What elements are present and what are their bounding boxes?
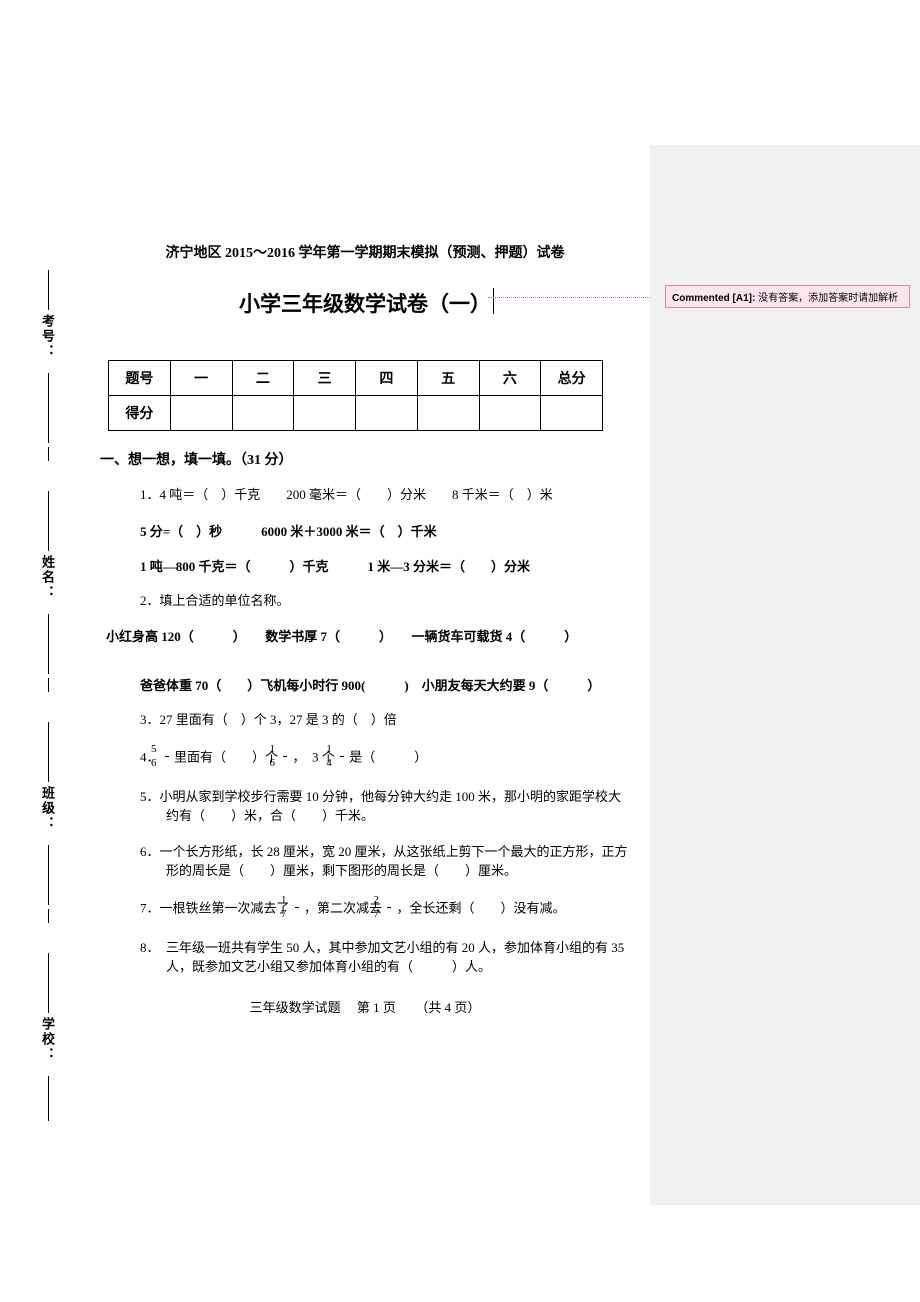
vgroup: 学校： — [38, 953, 58, 1121]
binding-sidebar: 考号： 姓名： 班级： 学校： — [38, 270, 58, 1125]
fraction: 1 6 — [283, 744, 287, 769]
question-list: 1．4 吨＝（ ）千克 200 毫米＝（ ）分米 8 千米＝（ ）米 5 分=（… — [100, 485, 630, 977]
vline — [48, 447, 49, 461]
vline — [48, 953, 49, 1013]
q3: 3．27 里面有（ ）个 3，27 是 3 的（ ）倍 — [140, 710, 630, 730]
td-blank — [170, 396, 232, 431]
score-table: 题号 一 二 三 四 五 六 总分 得分 — [108, 360, 603, 431]
td-score-label: 得分 — [109, 396, 171, 431]
frac-num: 1 — [340, 744, 344, 757]
document-page: 考号： 姓名： 班级： 学校： 济宁地区 2015～2016 学年第一学期期末模… — [0, 0, 650, 1302]
q2-line3: 爸爸体重 70（ ）飞机每小时行 900( ) 小朋友每天大约要 9（ ） — [140, 675, 630, 694]
q8: 8． 三年级一班共有学生 50 人，其中参加文艺小组的有 20 人，参加体育小组… — [140, 938, 630, 977]
td-blank — [417, 396, 479, 431]
q5: 5．小明从家到学校步行需要 10 分钟，他每分钟大约走 100 米，那小明的家距… — [140, 787, 630, 826]
section-heading: 一、想一想，填一填。（31 分） — [100, 449, 630, 469]
q7-post: ，全长还剩（ ）没有减。 — [397, 900, 566, 915]
vline — [48, 270, 49, 310]
frac-den: 7 — [295, 908, 299, 920]
table-row: 得分 — [109, 396, 603, 431]
comment-balloon[interactable]: Commented [A1]: 没有答案，添加答案时请加解析 — [665, 285, 910, 308]
footer-prefix: 三年级数学试题 — [250, 1000, 341, 1015]
frac-den: 4 — [340, 757, 344, 769]
frac-den: 6 — [165, 757, 169, 769]
frac-den: 7 — [387, 908, 391, 920]
q4-post: 是（ ） — [349, 749, 427, 764]
label-class: 班级： — [38, 786, 57, 831]
vline — [48, 614, 49, 674]
fraction: 2 7 — [387, 895, 391, 920]
q2-line2: 小红身高 120（ ） 数学书厚 7（ ） 一辆货车可载货 4（ ） — [106, 626, 630, 645]
fraction: 5 6 — [165, 744, 169, 769]
footer-page: 第 1 页 — [357, 1000, 396, 1015]
subtitle: 济宁地区 2015～2016 学年第一学期期末模拟（预测、押题）试卷 — [100, 242, 630, 262]
q2-line1: 2．填上合适的单位名称。 — [140, 591, 630, 611]
fraction: 1 7 — [295, 895, 299, 920]
q4: 4． 5 6 里面有（ ）个 1 6 ， 3 个 1 4 是（ ） — [140, 746, 630, 771]
vgroup: 班级： — [38, 722, 58, 923]
q7: 7．一根铁丝第一次减去了 1 7 ，第二次减去 2 7 ，全长还剩（ ）没有减。 — [140, 897, 630, 922]
vline — [48, 678, 49, 692]
text-cursor — [493, 288, 494, 314]
vgroup: 姓名： — [38, 491, 58, 692]
comment-connector — [488, 297, 666, 298]
frac-num: 1 — [283, 744, 287, 757]
label-exam-id: 考号： — [38, 314, 57, 359]
q7-pre: 7．一根铁丝第一次减去了 — [140, 900, 290, 915]
th-col: 题号 — [109, 361, 171, 396]
td-blank — [294, 396, 356, 431]
vline — [48, 722, 49, 782]
page-title: 小学三年级数学试卷（一） — [239, 288, 491, 318]
page-footer: 三年级数学试题 第 1 页 （共 4 页） — [100, 997, 630, 1016]
vgroup: 考号： — [38, 270, 58, 461]
fraction: 1 4 — [340, 744, 344, 769]
q4-mid1: 里面有（ ）个 — [174, 749, 278, 764]
th-col: 六 — [479, 361, 541, 396]
footer-total: （共 4 页） — [415, 1000, 480, 1015]
title-wrap: 小学三年级数学试卷（一） — [100, 288, 630, 318]
th-col: 一 — [170, 361, 232, 396]
frac-num: 1 — [295, 895, 299, 908]
label-school: 学校： — [38, 1017, 57, 1062]
vline — [48, 845, 49, 905]
q1-line3: 1 吨—800 千克＝（ ）千克 1 米—3 分米＝（ ）分米 — [140, 556, 630, 575]
q1-line1: 1．4 吨＝（ ）千克 200 毫米＝（ ）分米 8 千米＝（ ）米 — [140, 485, 630, 505]
frac-den: 6 — [283, 757, 287, 769]
vline — [48, 373, 49, 443]
q1-line2: 5 分=（ ）秒 6000 米＋3000 米＝（ ）千米 — [140, 521, 630, 540]
vline — [48, 1076, 49, 1121]
td-blank — [541, 396, 603, 431]
q6: 6．一个长方形纸，长 28 厘米，宽 20 厘米，从这张纸上剪下一个最大的正方形… — [140, 842, 630, 881]
th-col: 三 — [294, 361, 356, 396]
frac-num: 2 — [387, 895, 391, 908]
th-col: 二 — [232, 361, 294, 396]
page-content: 济宁地区 2015～2016 学年第一学期期末模拟（预测、押题）试卷 小学三年级… — [100, 242, 630, 1016]
vline — [48, 909, 49, 923]
table-row: 题号 一 二 三 四 五 六 总分 — [109, 361, 603, 396]
th-col: 总分 — [541, 361, 603, 396]
th-col: 四 — [356, 361, 418, 396]
comment-panel: Commented [A1]: 没有答案，添加答案时请加解析 — [650, 145, 920, 1205]
label-name: 姓名： — [38, 555, 57, 600]
comment-label: Commented [A1]: — [672, 293, 755, 304]
td-blank — [479, 396, 541, 431]
td-blank — [232, 396, 294, 431]
th-col: 五 — [417, 361, 479, 396]
comment-text: 没有答案，添加答案时请加解析 — [755, 293, 898, 304]
frac-num: 5 — [165, 744, 169, 757]
q7-mid: ，第二次减去 — [304, 900, 382, 915]
td-blank — [356, 396, 418, 431]
title-text: 小学三年级数学试卷（一） — [239, 292, 491, 316]
vline — [48, 491, 49, 551]
